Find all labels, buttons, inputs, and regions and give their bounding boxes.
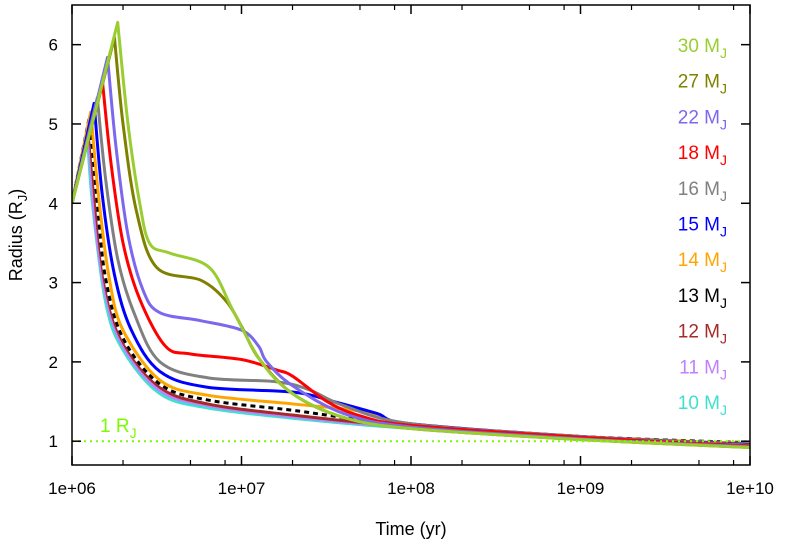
legend-label-sub: J <box>720 81 727 97</box>
legend-label-main: 10 M <box>678 393 720 414</box>
legend-label-main: 30 M <box>678 36 720 57</box>
legend-entry: 13 MJ <box>678 286 727 311</box>
x-tick-label: 1e+08 <box>387 479 435 498</box>
series-lines <box>72 20 750 450</box>
legend-label-main: 16 M <box>678 179 720 200</box>
legend-entry: 22 MJ <box>678 107 727 132</box>
series-line-18-m <box>72 78 750 448</box>
y-tick-label: 6 <box>49 36 58 55</box>
legend-label-main: 13 M <box>678 286 720 307</box>
legend-entry: 18 MJ <box>678 143 727 168</box>
y-axis-label: Radius (RJ) <box>6 189 30 282</box>
legend-label-main: 22 M <box>678 107 720 128</box>
x-tick-label: 1e+07 <box>218 479 266 498</box>
legend-entry: 27 MJ <box>678 72 727 97</box>
series-line-13-m <box>72 115 750 445</box>
legend-label-main: 18 M <box>678 143 720 164</box>
legend-label-main: 12 M <box>678 322 720 343</box>
y-tick-label: 3 <box>49 274 58 293</box>
y-axis-label-main: Radius (R <box>6 201 26 281</box>
y-tick-label: 1 <box>49 432 58 451</box>
legend-label-sub: J <box>720 152 727 168</box>
legend-label-sub: J <box>720 259 727 275</box>
y-tick-label: 2 <box>49 353 58 372</box>
legend-label-sub: J <box>720 116 727 132</box>
legend-label-sub: J <box>720 331 727 347</box>
axis-ticks: 1e+06 1e+07 1e+08 1e+09 1e+10 1 2 3 4 5 6 <box>48 5 774 498</box>
series-line-12-m <box>72 118 750 446</box>
legend-entry: 12 MJ <box>678 322 727 347</box>
legend-entry: 16 MJ <box>678 179 727 204</box>
x-tick-label: 1e+09 <box>557 479 605 498</box>
x-tick-label: 1e+06 <box>48 479 96 498</box>
y-axis-label-sub: J <box>15 195 30 202</box>
y-tick-label: 4 <box>49 194 58 213</box>
x-axis-label: Time (yr) <box>375 519 446 539</box>
legend-label-sub: J <box>720 188 727 204</box>
legend-label-main: 27 M <box>678 72 720 93</box>
legend-label-main: 11 M <box>679 357 720 378</box>
x-tick-label: 1e+10 <box>726 479 774 498</box>
legend-entry: 30 MJ <box>678 36 727 61</box>
y-axis-label-close: ) <box>6 189 26 195</box>
legend-label-sub: J <box>720 402 727 418</box>
legend-label-sub: J <box>720 366 727 382</box>
y-tick-label: 5 <box>49 115 58 134</box>
legend-label-sub: J <box>720 224 727 240</box>
reference-label-main: 1 R <box>100 416 130 437</box>
legend-label-sub: J <box>720 45 727 61</box>
legend-entry: 10 MJ <box>678 393 727 418</box>
legend-label-main: 14 M <box>678 250 720 271</box>
series-line-27-m <box>72 36 750 450</box>
legend-label-main: 15 M <box>678 215 720 236</box>
series-line-30-m <box>72 20 750 450</box>
reference-line-label: 1 RJ <box>100 416 137 441</box>
reference-label-sub: J <box>130 425 137 441</box>
legend-entry: 14 MJ <box>678 250 727 275</box>
legend-label-sub: J <box>720 295 727 311</box>
legend-entry: 15 MJ <box>678 215 727 240</box>
legend-entry: 11 MJ <box>679 357 727 382</box>
